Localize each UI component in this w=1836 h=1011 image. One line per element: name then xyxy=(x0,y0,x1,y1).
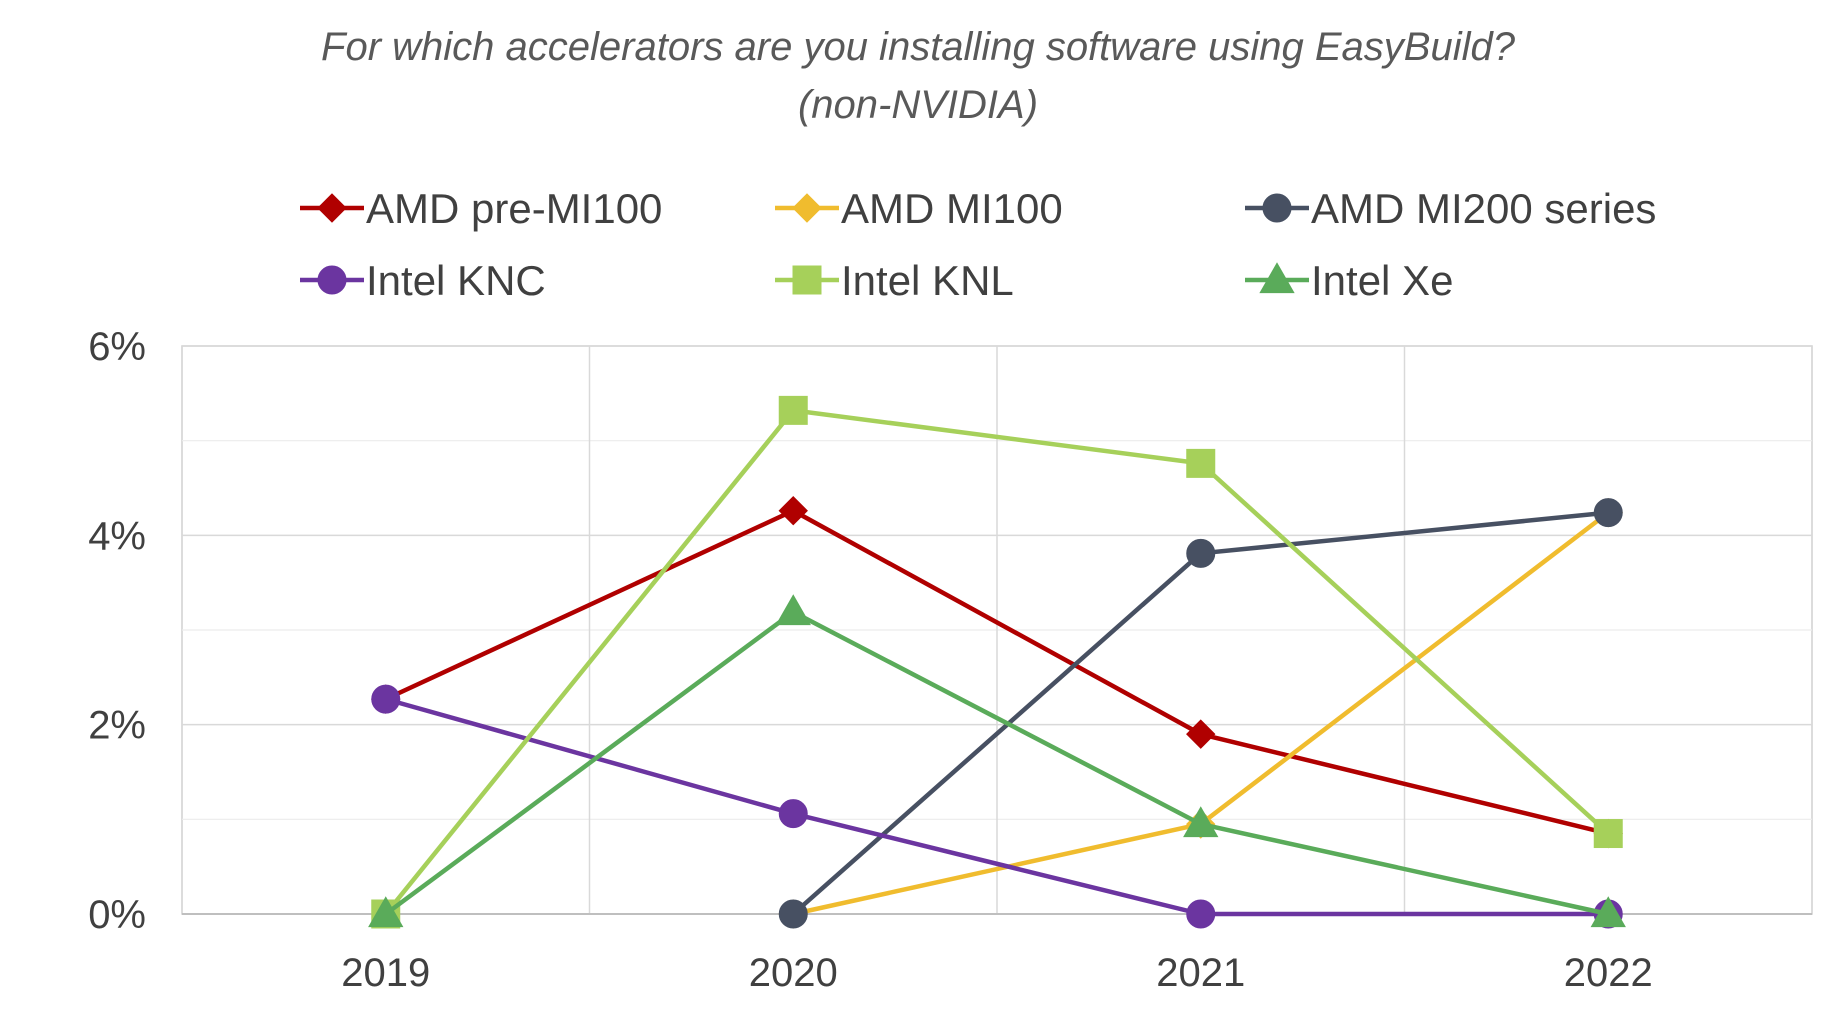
legend-marker xyxy=(792,265,822,295)
data-point xyxy=(371,684,401,714)
series-line xyxy=(384,508,1609,836)
y-tick-label: 4% xyxy=(88,514,146,558)
data-point xyxy=(775,594,811,626)
series-line xyxy=(384,408,1610,916)
legend-item: AMD pre-MI100 xyxy=(300,185,662,232)
series-layer xyxy=(368,395,1626,929)
legend-marker xyxy=(317,265,347,295)
legend-label: Intel KNC xyxy=(366,257,546,304)
series-amd-mi200-series xyxy=(778,498,1623,929)
data-point xyxy=(1186,899,1216,929)
x-tick-label: 2021 xyxy=(1156,951,1245,995)
chart-title-group: For which accelerators are you installin… xyxy=(321,25,1516,127)
legend-label: Intel Xe xyxy=(1311,257,1453,304)
data-point xyxy=(778,899,808,929)
legend-marker xyxy=(1259,262,1295,294)
y-tick-label: 0% xyxy=(88,893,146,937)
data-point xyxy=(1590,896,1626,928)
data-point xyxy=(1186,448,1216,478)
y-tick-label: 2% xyxy=(88,704,146,748)
data-point xyxy=(778,799,808,829)
data-point xyxy=(1186,719,1216,749)
legend-label: AMD pre-MI100 xyxy=(366,185,662,232)
legend-item: Intel Xe xyxy=(1245,257,1453,304)
data-point xyxy=(368,896,404,928)
legend: AMD pre-MI100 AMD MI100 AMD MI200 series In… xyxy=(300,185,1656,304)
legend-label: Intel KNL xyxy=(841,257,1014,304)
data-point xyxy=(1593,819,1623,849)
chart-title: For which accelerators are you installin… xyxy=(321,25,1516,69)
data-point xyxy=(778,496,808,526)
legend-marker xyxy=(317,193,347,223)
x-tick-label: 2022 xyxy=(1564,951,1653,995)
y-tick-label: 6% xyxy=(88,325,146,369)
data-point xyxy=(778,395,808,425)
data-point xyxy=(1183,806,1219,838)
grid xyxy=(181,345,1813,915)
x-tick-label: 2020 xyxy=(749,951,838,995)
series-intel-xe xyxy=(368,594,1626,928)
legend-item: Intel KNC xyxy=(300,257,546,304)
legend-item: AMD MI100 xyxy=(775,185,1063,232)
series-intel-knl xyxy=(371,395,1623,929)
series-line xyxy=(384,609,1609,917)
series-line xyxy=(791,510,1609,916)
legend-item: Intel KNL xyxy=(775,257,1014,304)
x-tick-label: 2019 xyxy=(341,951,430,995)
legend-label: AMD MI200 series xyxy=(1311,185,1656,232)
legend-marker xyxy=(792,193,822,223)
chart-subtitle: (non-NVIDIA) xyxy=(798,83,1038,127)
data-point xyxy=(1186,538,1216,568)
data-point xyxy=(1593,498,1623,528)
legend-label: AMD MI100 xyxy=(841,185,1063,232)
series-line xyxy=(792,510,1610,917)
axes: 0% 2% 4% 6% 2019 2020 2021 2022 xyxy=(88,325,1812,995)
series-line xyxy=(385,696,1609,917)
legend-marker xyxy=(1262,193,1292,223)
legend-item: AMD MI200 series xyxy=(1245,185,1656,232)
